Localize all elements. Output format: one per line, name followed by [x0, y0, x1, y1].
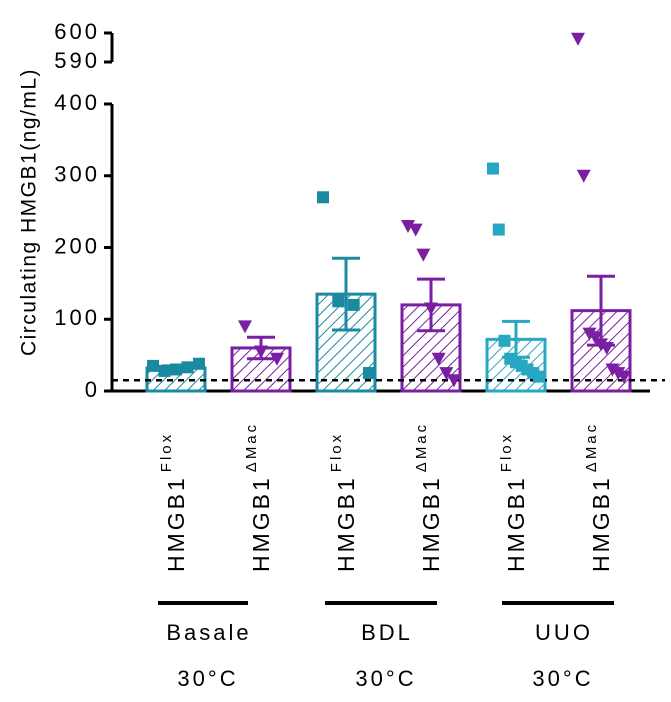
data-point [431, 352, 446, 366]
data-point [492, 223, 505, 236]
data-point [439, 367, 454, 381]
y-tick-label: 200 [54, 233, 100, 258]
y-tick-label: 400 [54, 90, 100, 115]
data-point [424, 302, 438, 316]
data-point [571, 32, 585, 46]
data-point [363, 367, 375, 380]
data-point [238, 320, 252, 334]
data-point [594, 338, 608, 352]
data-point [611, 367, 626, 381]
data-point [599, 341, 614, 355]
data-point [401, 219, 415, 233]
data-point [317, 191, 329, 204]
y-axis-label: Circulating HMGB1(ng/mL) [18, 68, 41, 356]
group-label-2: UUO [535, 620, 593, 645]
data-point [347, 298, 360, 311]
x-tick-label: HMGB1Flox [158, 432, 189, 572]
group-temp-0: 30°C [177, 666, 238, 691]
group-label-1: BDL [361, 620, 413, 645]
x-tick-label: HMGB1Flox [498, 432, 529, 572]
y-tick-label: 590 [54, 48, 100, 73]
data-point [416, 248, 431, 262]
y-tick-label: 0 [85, 377, 100, 402]
data-point [254, 345, 268, 359]
x-tick-label: HMGB1Flox [328, 432, 359, 572]
data-point [582, 327, 597, 341]
data-point [147, 359, 159, 372]
y-tick-label: 600 [54, 19, 100, 44]
data-point [576, 169, 591, 183]
data-point [617, 370, 631, 384]
x-tick-label: HMGB1ΔMac [413, 422, 444, 572]
data-point [487, 162, 499, 175]
group-temp-1: 30°C [355, 666, 416, 691]
data-point [181, 361, 194, 374]
data-point [193, 357, 205, 370]
data-point [447, 374, 461, 388]
data-point [170, 363, 182, 376]
data-point [408, 223, 423, 237]
data-point [533, 370, 545, 383]
x-tick-label: HMGB1ΔMac [243, 422, 274, 572]
y-tick-label: 300 [54, 162, 100, 187]
data-point [605, 363, 620, 377]
y-tick-label: 100 [54, 305, 100, 330]
data-point [332, 295, 345, 308]
data-point [588, 331, 603, 345]
data-point [498, 334, 511, 347]
data-point [270, 352, 284, 366]
group-label-0: Basale [166, 620, 251, 645]
x-tick-label: HMGB1ΔMac [583, 422, 614, 572]
data-point [158, 364, 171, 377]
group-temp-2: 30°C [532, 666, 593, 691]
